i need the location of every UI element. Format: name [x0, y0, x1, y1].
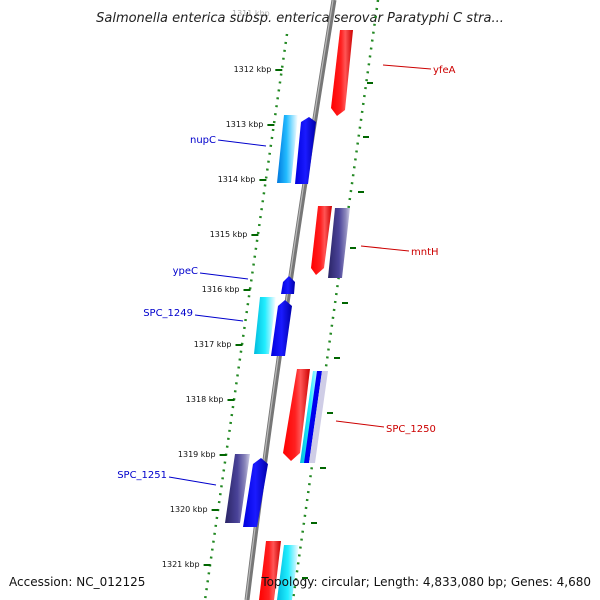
tick-label: 1312 kbp [234, 65, 272, 74]
gene-mntH-red-feature[interactable] [311, 206, 332, 275]
gene-label-text: SPC_1249 [143, 308, 193, 319]
gene-SPC_1249-partner-feature[interactable] [271, 300, 292, 356]
gene-SPC_1250-red-feature[interactable] [283, 369, 310, 461]
map-title: Salmonella enterica subsp. enterica sero… [96, 11, 504, 26]
gene-label-text: ypeC [173, 266, 198, 277]
tick-1317: 1317 kbp [194, 340, 243, 349]
topology-text: Topology: circular; Length: 4,833,080 bp… [260, 575, 591, 589]
gene-label-text: SPC_1250 [386, 424, 436, 435]
gene-label-SPC_1250[interactable]: SPC_1250 [335, 420, 436, 435]
tick-1316: 1316 kbp [202, 285, 251, 294]
gene-SPC_1251-partner-feature[interactable] [243, 458, 268, 527]
tick-label: 1315 kbp [210, 230, 248, 239]
gene-label-text: yfeA [433, 65, 456, 76]
gene-label-SPC_1251[interactable]: SPC_1251 [117, 470, 217, 486]
tick-label: 1313 kbp [226, 120, 264, 129]
gene-SPC_1250-feature[interactable] [304, 371, 322, 463]
gene-ypeC-feature[interactable] [281, 276, 295, 294]
gene-label-text: SPC_1251 [117, 470, 167, 481]
gene-label-yfeA[interactable]: yfeA [382, 64, 456, 76]
gene-SPC_1251-feature[interactable] [225, 454, 250, 523]
gene-nupC-feature[interactable] [277, 115, 298, 183]
tick-label: 1320 kbp [170, 505, 208, 514]
gene-bottom-red-feature[interactable] [259, 541, 281, 600]
tick-1313: 1313 kbp [226, 120, 275, 129]
tick-label: 1317 kbp [194, 340, 232, 349]
gene-label-mntH[interactable]: mntH [360, 245, 439, 258]
gene-SPC_1250-lavender-feature[interactable] [309, 371, 328, 463]
gene-label-text: mntH [411, 247, 439, 258]
tick-1319: 1319 kbp [178, 450, 227, 459]
gene-label-nupC[interactable]: nupC [190, 135, 267, 147]
tick-label: 1321 kbp [162, 560, 200, 569]
tick-1320: 1320 kbp [170, 505, 219, 514]
outer-track-ticks [302, 82, 373, 579]
tick-1314: 1314 kbp [218, 175, 267, 184]
gene-nupC-partner-feature[interactable] [295, 117, 316, 184]
gene-label-SPC_1249[interactable]: SPC_1249 [143, 308, 244, 322]
gene-yfeA-feature[interactable] [331, 30, 353, 116]
tick-1318: 1318 kbp [186, 395, 235, 404]
gene-bottom-cyan-feature[interactable] [277, 545, 299, 600]
tick-label: 1314 kbp [218, 175, 256, 184]
accession-text: Accession: NC_012125 [9, 575, 145, 589]
outer-guide-line [291, 0, 380, 600]
tick-1321: 1321 kbp [162, 560, 211, 569]
gene-mntH-feature[interactable] [328, 208, 350, 278]
gene-label-text: nupC [190, 135, 216, 146]
tick-1315: 1315 kbp [210, 230, 259, 239]
gene-label-ypeC[interactable]: ypeC [173, 266, 249, 280]
tick-label: 1316 kbp [202, 285, 240, 294]
tick-1312: 1312 kbp [234, 65, 283, 74]
tick-label: 1319 kbp [178, 450, 216, 459]
tick-label: 1318 kbp [186, 395, 224, 404]
tick-marks: 1312 kbp 1313 kbp 1314 kbp 1315 kbp 1316… [162, 65, 283, 569]
tick-label-top-clipped: 1311 kbp [232, 9, 270, 18]
gene-SPC_1249-feature[interactable] [254, 297, 276, 354]
